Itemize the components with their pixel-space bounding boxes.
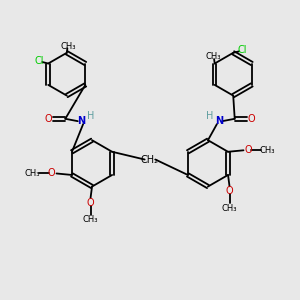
- Text: O: O: [87, 198, 94, 208]
- Text: Cl: Cl: [237, 45, 247, 56]
- Text: CH₃: CH₃: [206, 52, 221, 62]
- Text: N: N: [77, 116, 85, 126]
- Text: Cl: Cl: [34, 56, 44, 66]
- Text: O: O: [226, 186, 233, 196]
- Text: CH₃: CH₃: [61, 42, 76, 51]
- Text: O: O: [248, 114, 256, 124]
- Text: H: H: [206, 111, 213, 121]
- Text: O: O: [48, 168, 56, 178]
- Text: O: O: [44, 114, 52, 124]
- Text: CH₃: CH₃: [260, 146, 275, 154]
- Text: N: N: [215, 116, 223, 126]
- Text: CH₃: CH₃: [83, 215, 98, 224]
- Text: H: H: [87, 111, 94, 121]
- Text: CH₃: CH₃: [25, 169, 40, 178]
- Text: CH₂: CH₂: [141, 154, 159, 164]
- Text: O: O: [244, 145, 252, 155]
- Text: CH₃: CH₃: [222, 204, 237, 213]
